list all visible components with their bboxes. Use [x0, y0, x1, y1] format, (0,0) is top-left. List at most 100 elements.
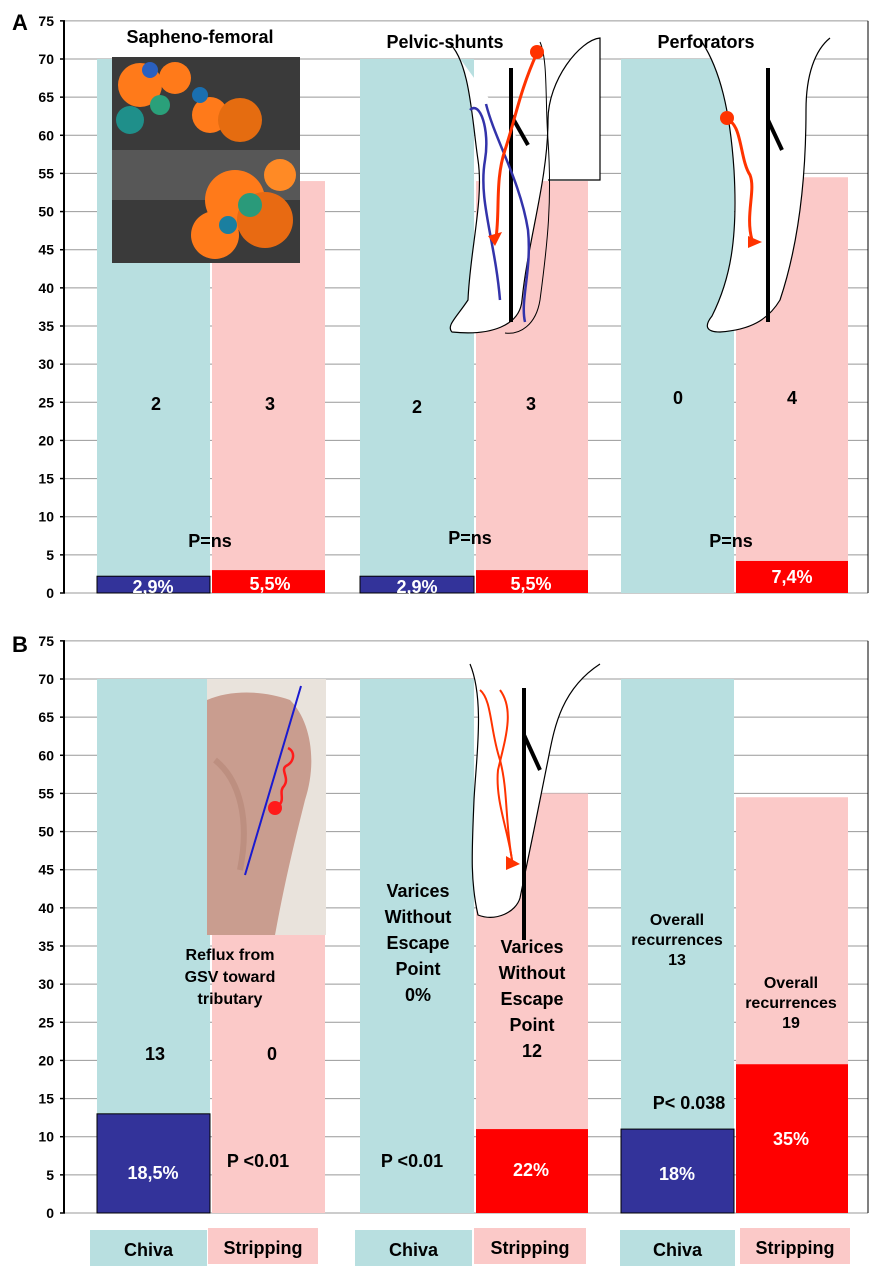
- doppler-flow-blob: [116, 106, 144, 134]
- text-layer: A051015202530354045505560657075B05101520…: [12, 10, 837, 1221]
- y-tick-label: 50: [38, 824, 54, 840]
- red-vein: [727, 118, 754, 241]
- y-tick-label: 15: [38, 471, 54, 487]
- legend-stripping-label: Stripping: [491, 1238, 570, 1258]
- blue-vein: [469, 106, 502, 301]
- doppler-flow-blob: [264, 159, 296, 191]
- chiva-count-label: 0: [673, 388, 683, 408]
- y-tick-label: 25: [38, 394, 54, 410]
- group-title: Sapheno-femoral: [126, 27, 273, 47]
- insets-layer: [112, 37, 831, 940]
- group-title: Perforators: [657, 32, 754, 52]
- chiva-category-text: 13: [668, 952, 686, 969]
- legend-stripping-swatch: [740, 1228, 850, 1264]
- stripping-count-label: 0: [267, 1044, 277, 1064]
- chiva-category-text: Overall: [650, 912, 704, 929]
- vein-branch: [522, 734, 542, 771]
- y-tick-label: 75: [38, 13, 54, 29]
- reflux-point-dot: [268, 801, 282, 815]
- y-tick-label: 75: [38, 633, 54, 649]
- doppler-flow-blob: [218, 98, 262, 142]
- chiva-category-text: Without: [385, 907, 452, 927]
- leg-skin: [207, 692, 312, 935]
- stripping-shade: [212, 934, 325, 1213]
- leg-outline: [447, 37, 601, 334]
- legend-stripping-label: Stripping: [224, 1238, 303, 1258]
- stripping-category-text: 19: [782, 1015, 800, 1032]
- y-tick-label: 40: [38, 900, 54, 916]
- y-tick-label: 10: [38, 509, 54, 525]
- skin-shading: [213, 757, 247, 871]
- chiva-category-text: Escape: [386, 933, 449, 953]
- stripping-category-text: Overall: [764, 975, 818, 992]
- vein-arrowhead: [748, 236, 762, 248]
- p-value-label: P <0.01: [227, 1151, 289, 1171]
- y-tick-label: 5: [46, 1167, 54, 1183]
- p-value-label: P=ns: [188, 531, 232, 551]
- y-tick-label: 0: [46, 1205, 54, 1221]
- y-tick-label: 65: [38, 89, 54, 105]
- chiva-percent-label: 2,9%: [132, 577, 173, 597]
- y-tick-label: 65: [38, 709, 54, 725]
- doppler-flow-blob: [238, 193, 262, 217]
- y-tick-label: 50: [38, 204, 54, 220]
- legend-stripping-swatch: [208, 1228, 318, 1264]
- y-tick-label: 15: [38, 1091, 54, 1107]
- y-tick-label: 45: [38, 242, 54, 258]
- stripping-category-text: Without: [499, 963, 566, 983]
- category-text: tributary: [198, 991, 263, 1008]
- legend-stripping-label: Stripping: [756, 1238, 835, 1258]
- y-tick-label: 20: [38, 1052, 54, 1068]
- y-tick-label: 0: [46, 585, 54, 601]
- stripping-count-label: 3: [265, 394, 275, 414]
- y-tick-label: 30: [38, 356, 54, 372]
- chiva-shade: [621, 679, 734, 1213]
- y-tick-label: 40: [38, 280, 54, 296]
- y-tick-label: 30: [38, 976, 54, 992]
- stripping-percent-label: 5,5%: [510, 574, 551, 594]
- vein-origin-dot: [530, 45, 544, 59]
- stripping-bar: [212, 570, 325, 593]
- p-value-label: P< 0.038: [653, 1093, 726, 1113]
- leg-varices-diagram: [469, 663, 601, 940]
- y-tick-label: 60: [38, 747, 54, 763]
- blue-vein: [484, 103, 531, 323]
- leg-back-outline: [504, 41, 551, 334]
- y-tick-label: 55: [38, 785, 54, 801]
- doppler-flow-blob: [150, 95, 170, 115]
- y-tick-label: 70: [38, 671, 54, 687]
- stripping-percent-label: 7,4%: [771, 567, 812, 587]
- chiva-bar: [96, 1113, 211, 1214]
- legend-chiva-label: Chiva: [653, 1240, 703, 1260]
- y-tick-label: 25: [38, 1014, 54, 1030]
- chiva-category-text: recurrences: [631, 932, 723, 949]
- legend-chiva-swatch: [355, 1230, 472, 1266]
- gsv-line: [244, 685, 302, 876]
- vein-branch: [766, 119, 784, 151]
- doppler-flow-blob: [192, 87, 208, 103]
- chiva-shade: [360, 679, 474, 1213]
- chiva-bar: [620, 1128, 735, 1214]
- y-tick-label: 60: [38, 127, 54, 143]
- y-tick-label: 35: [38, 938, 54, 954]
- red-varix: [496, 689, 513, 861]
- legend-stripping-swatch: [474, 1228, 586, 1264]
- leg-outline: [469, 663, 601, 918]
- chiva-category-text: Point: [396, 959, 441, 979]
- vein-origin-dot: [720, 111, 734, 125]
- stripping-count-label: 3: [526, 394, 536, 414]
- y-tick-label: 45: [38, 862, 54, 878]
- stripping-category-text: recurrences: [745, 995, 837, 1012]
- chiva-count-label: 13: [145, 1044, 165, 1064]
- doppler-flow-blob: [142, 62, 158, 78]
- y-tick-label: 20: [38, 432, 54, 448]
- chiva-bar: [96, 575, 211, 594]
- doppler-flow-blob: [159, 62, 191, 94]
- stripping-bar: [476, 570, 588, 593]
- chiva-count-label: 2: [412, 397, 422, 417]
- red-vein: [494, 52, 539, 239]
- legend-chiva-label: Chiva: [389, 1240, 439, 1260]
- y-tick-label: 5: [46, 547, 54, 563]
- p-value-label: P <0.01: [381, 1151, 443, 1171]
